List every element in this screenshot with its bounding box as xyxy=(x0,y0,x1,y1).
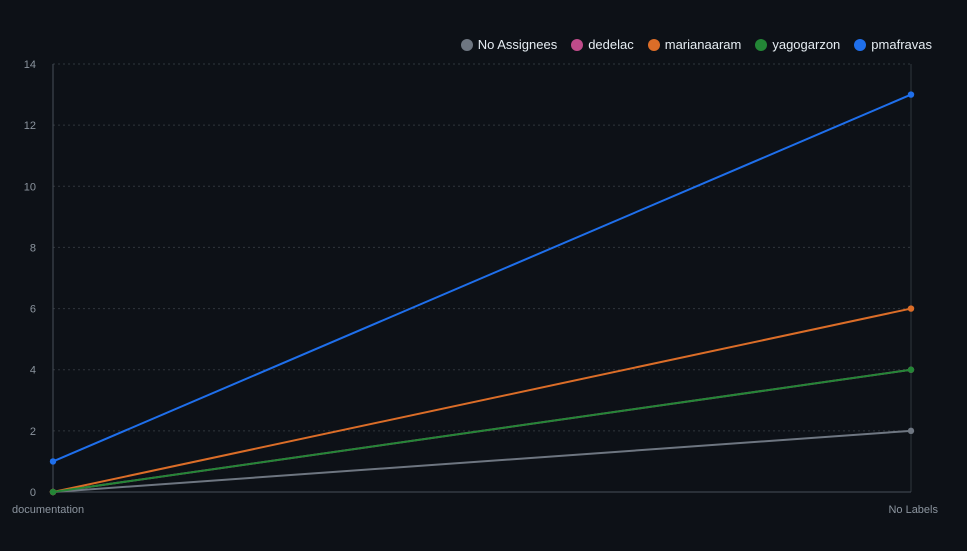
legend-label: dedelac xyxy=(588,37,634,52)
data-point-no-assignees[interactable] xyxy=(907,427,915,435)
y-tick-label: 0 xyxy=(30,487,36,499)
series-lines xyxy=(49,91,915,496)
x-tick-label: No Labels xyxy=(888,504,938,516)
y-tick-label: 4 xyxy=(30,365,36,377)
legend-item-marianaaram[interactable]: marianaaram xyxy=(647,37,742,52)
x-tick-label: documentation xyxy=(12,504,84,516)
legend-item-no-assignees[interactable]: No Assignees xyxy=(460,37,558,52)
data-point-pmafravas[interactable] xyxy=(49,458,57,465)
legend-label: pmafravas xyxy=(871,37,932,52)
tick-labels: 0 2 4 6 8 10 12 14 documentation No Labels xyxy=(12,59,938,516)
legend-item-dedelac[interactable]: dedelac xyxy=(571,37,634,52)
chart-legend: No Assignees dedelac marianaaram yagogarzon… xyxy=(460,37,932,52)
legend-label: marianaaram xyxy=(664,37,742,52)
data-point-yagogarzon[interactable] xyxy=(907,366,915,373)
y-tick-label: 10 xyxy=(24,181,36,193)
data-point-yagogarzon[interactable] xyxy=(49,488,57,496)
y-tick-label: 12 xyxy=(24,120,36,132)
legend-label: No Assignees xyxy=(477,37,558,52)
series-line-pmafravas[interactable] xyxy=(52,93,912,463)
series-line-yagogarzon[interactable] xyxy=(52,368,912,493)
y-tick-label: 6 xyxy=(30,304,36,316)
legend-swatch xyxy=(755,38,768,51)
y-tick-label: 8 xyxy=(30,242,36,254)
grid-lines xyxy=(53,63,911,432)
y-tick-label: 14 xyxy=(24,59,36,71)
series-line-marianaaram[interactable] xyxy=(52,307,912,493)
legend-swatch xyxy=(647,38,660,51)
legend-item-yagogarzon[interactable]: yagogarzon xyxy=(755,37,840,52)
data-point-marianaaram[interactable] xyxy=(907,305,915,312)
y-tick-label: 2 xyxy=(30,426,36,438)
legend-label: yagogarzon xyxy=(772,37,841,52)
legend-swatch xyxy=(460,38,473,51)
series-line-no-assignees[interactable] xyxy=(52,429,912,493)
legend-swatch xyxy=(854,38,867,51)
data-point-pmafravas[interactable] xyxy=(907,91,915,98)
axes xyxy=(52,64,912,493)
legend-item-pmafravas[interactable]: pmafravas xyxy=(854,37,932,52)
legend-swatch xyxy=(571,38,584,51)
